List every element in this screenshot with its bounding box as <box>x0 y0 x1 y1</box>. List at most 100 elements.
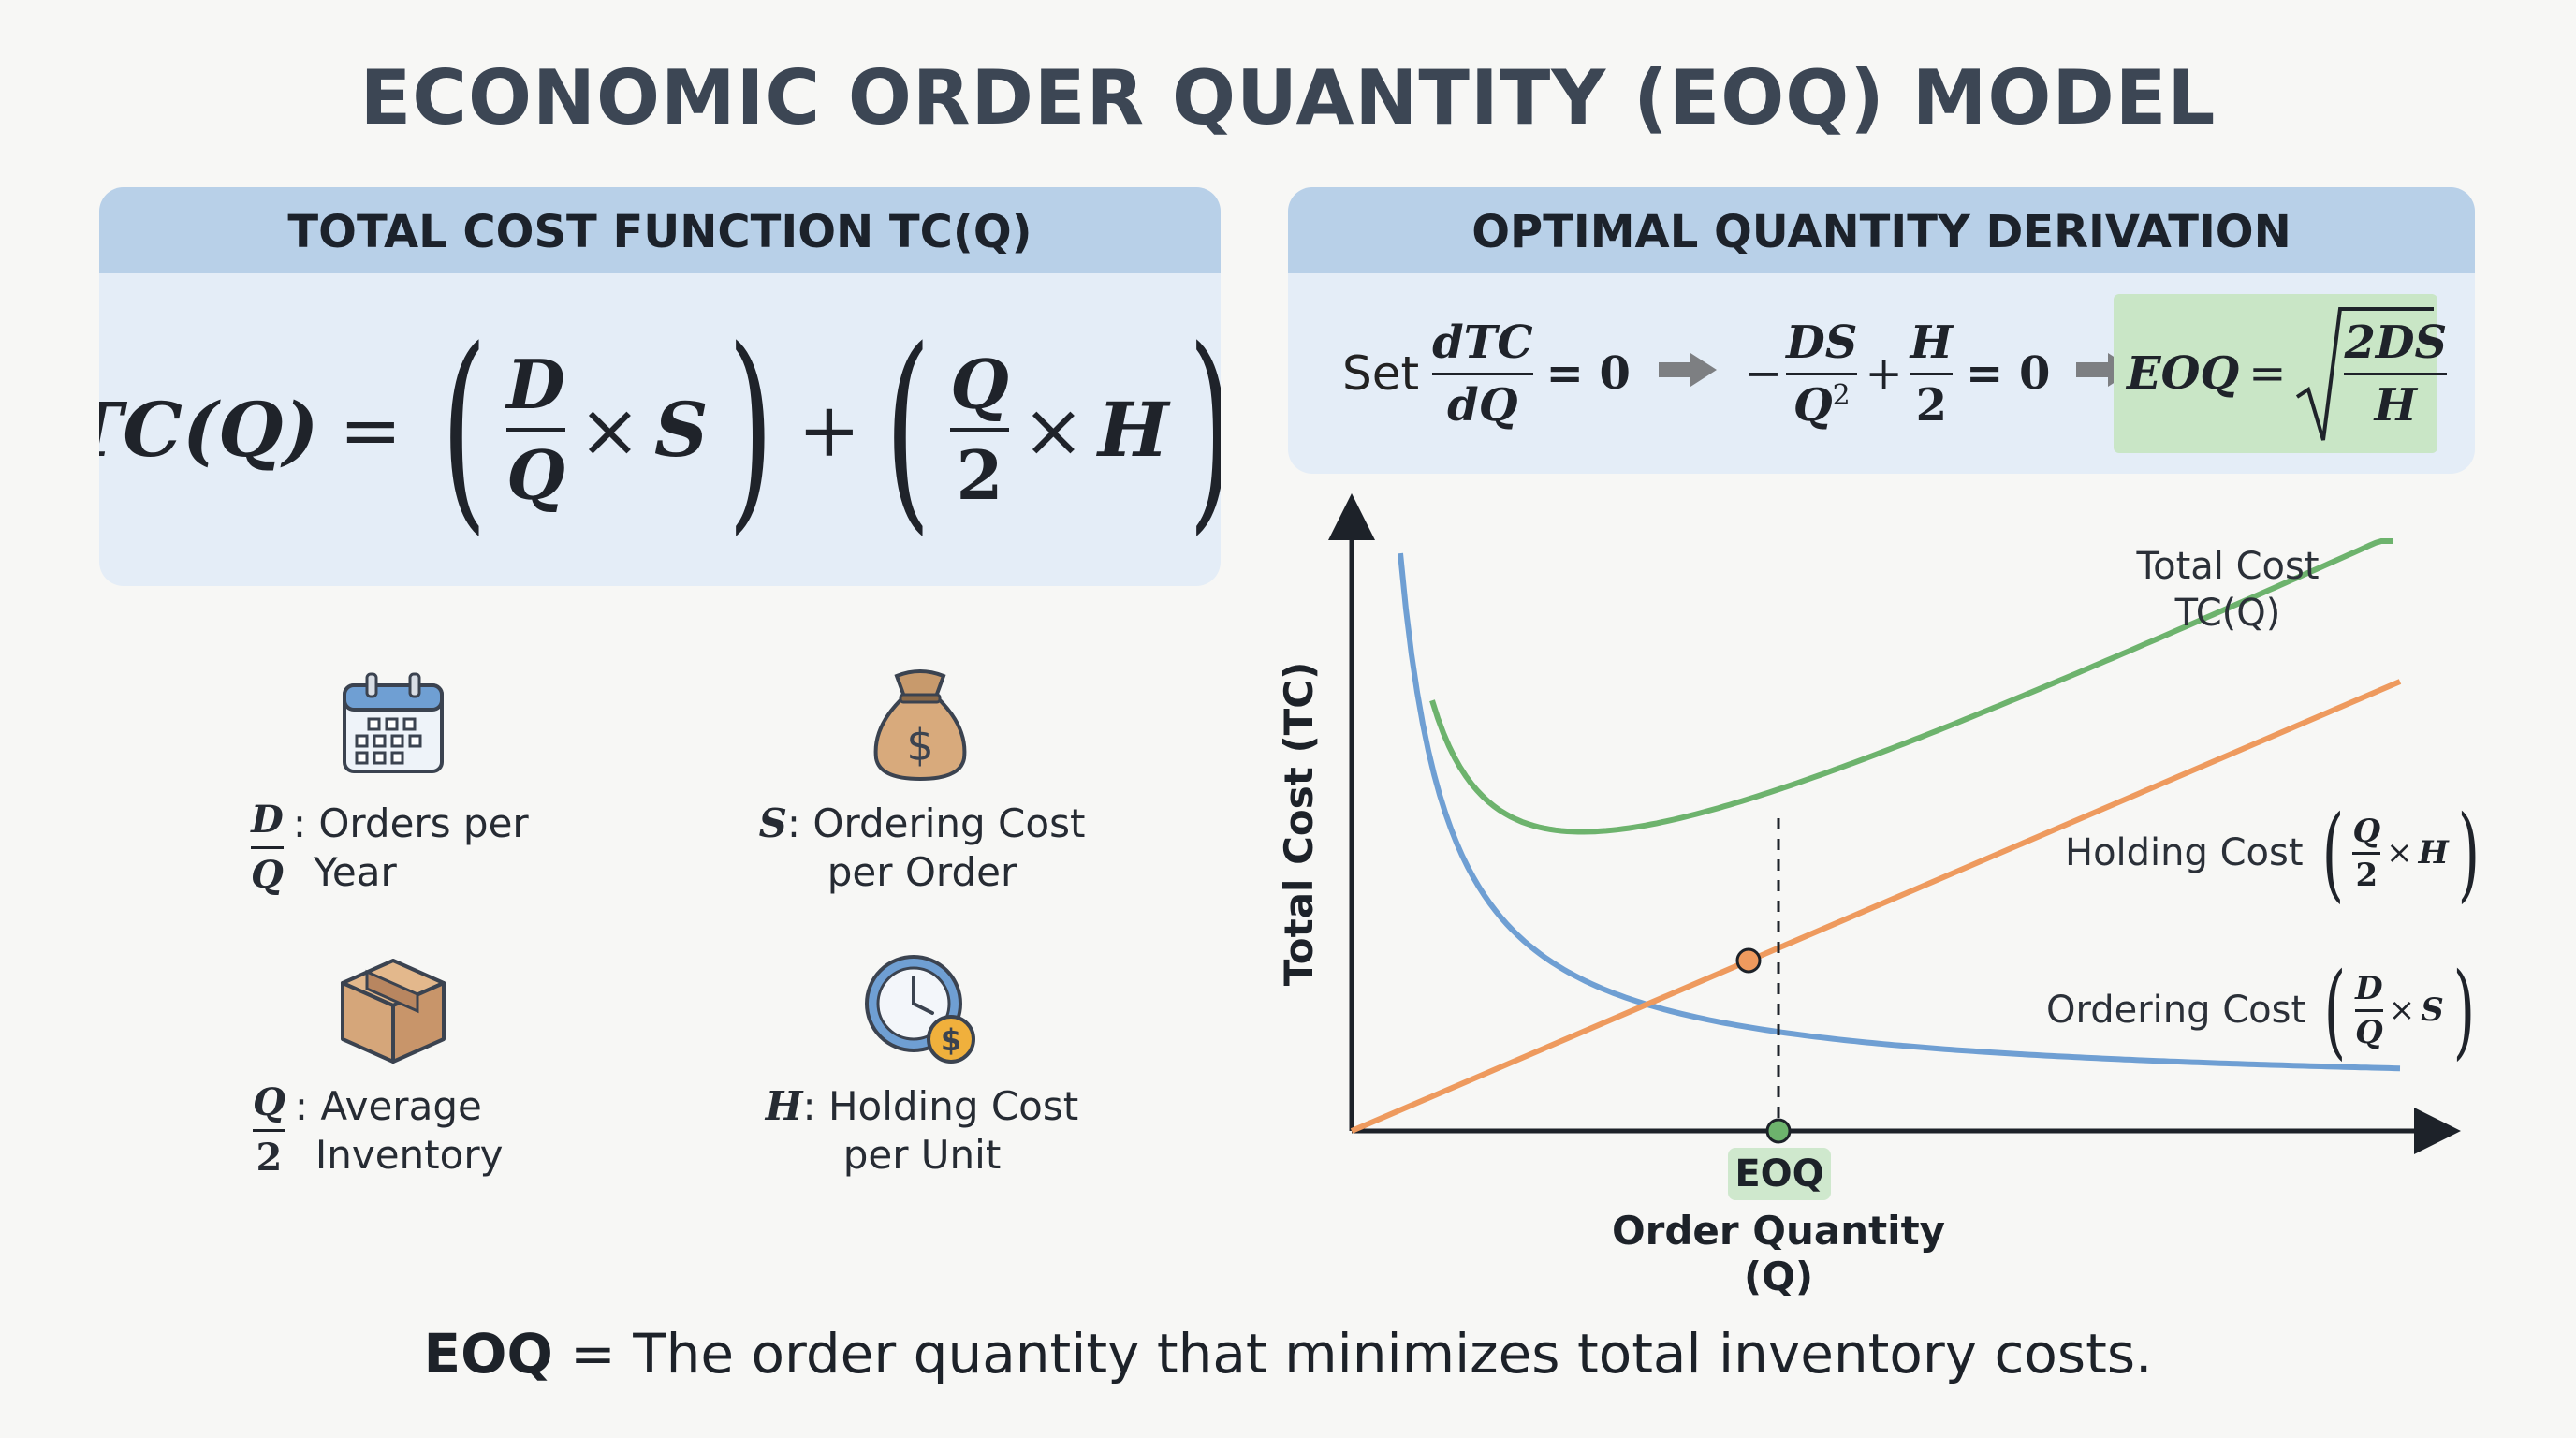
intersection-marker <box>1735 947 1762 974</box>
frac-num-d: D <box>506 345 565 424</box>
symbol-h: H <box>1097 386 1169 474</box>
frac-den-2: 2 <box>956 435 1003 515</box>
eoq-badge: EOQ <box>1728 1148 1831 1200</box>
box-icon <box>335 951 451 1071</box>
open-paren: ( <box>2321 793 2344 913</box>
fraction-bar <box>2352 851 2381 855</box>
legend-text: : Average Inventory <box>295 1082 504 1180</box>
x-axis-label: Order Quantity (Q) <box>1611 1208 1946 1299</box>
frac-den-dq: dQ <box>1447 378 1518 432</box>
exponent-2: 2 <box>1832 378 1851 412</box>
legend-average-inventory: Q 2 : Average Inventory <box>253 1078 503 1182</box>
frac-den-2: 2 <box>2355 856 2378 894</box>
fraction-bar <box>2355 1008 2383 1012</box>
minus-sign: − <box>1744 347 1783 400</box>
total-cost-curve <box>1429 538 2393 835</box>
times-sign: × <box>2388 991 2416 1029</box>
fraction-d-over-q: D Q <box>506 345 565 515</box>
ordering-cost-label: Ordering Cost ( D Q × S ) <box>2046 959 2484 1062</box>
page-title: ECONOMIC ORDER QUANTITY (EOQ) MODEL <box>359 54 2217 141</box>
frac-num-d: D <box>2355 969 2383 1007</box>
symbol-h: H <box>2418 834 2449 872</box>
svg-text:$: $ <box>906 720 933 770</box>
total-cost-heading: TOTAL COST FUNCTION TC(Q) <box>99 187 1221 273</box>
plus-sign: + <box>1865 347 1903 400</box>
symbol-s: S <box>653 386 709 474</box>
legend-text-line2: per Unit <box>842 1132 1002 1178</box>
fraction-bar <box>506 428 565 432</box>
plus-sign: + <box>798 386 861 474</box>
derivation-heading: OPTIMAL QUANTITY DERIVATION <box>1288 187 2475 273</box>
frac-num-q: Q <box>950 345 1009 424</box>
close-paren-2: ) <box>1188 322 1221 537</box>
eoq-equals: = <box>2248 347 2287 400</box>
set-word: Set <box>1342 346 1420 401</box>
frac-den-q: Q <box>251 853 284 897</box>
frac-den-q: Q <box>2355 1013 2383 1051</box>
derivation-formula: Set dTC dQ = 0 − DS Q2 + H 2 = 0 EOQ = <box>1288 273 2475 474</box>
fraction-bar <box>1786 372 1858 375</box>
fraction-bar <box>2344 373 2448 375</box>
fraction-dtc-dq: dTC dQ <box>1432 315 1533 432</box>
open-paren: ( <box>2323 950 2347 1070</box>
holding-cost-curve <box>1350 679 2402 1134</box>
footer-eoq: EOQ <box>423 1322 553 1386</box>
frac-num-ds: DS <box>1786 315 1858 369</box>
close-paren: ) <box>2452 950 2476 1070</box>
open-paren-2: ( <box>885 304 931 554</box>
close-paren: ) <box>2457 793 2480 913</box>
ordering-cost-curve <box>1398 552 2401 1072</box>
equals-zero-1: = 0 <box>1545 347 1631 400</box>
svg-text:$: $ <box>941 1022 961 1058</box>
legend-text: : Orders per Year <box>293 800 529 897</box>
total-cost-panel: TOTAL COST FUNCTION TC(Q) TC(Q) = ( D Q … <box>99 187 1221 586</box>
footer-definition: EOQ = The order quantity that minimizes … <box>0 1322 2576 1386</box>
legend-text-line2: Year <box>313 849 397 895</box>
total-cost-label-line1: Total Cost <box>2136 545 2320 588</box>
fraction-bar <box>251 846 284 849</box>
frac-den-q2: Q2 <box>1793 379 1851 432</box>
eoq-result-box: EOQ = 2DS H <box>2114 294 2448 453</box>
frac-num-dtc: dTC <box>1432 315 1533 369</box>
equals-zero-2: = 0 <box>1966 347 2051 400</box>
frac-den-2: 2 <box>256 1136 283 1180</box>
times-sign-2: × <box>1021 386 1085 474</box>
open-paren-1: ( <box>441 304 488 554</box>
legend-text-line2: Inventory <box>315 1132 504 1178</box>
fraction-bar <box>950 428 1009 432</box>
fraction-q-over-2: Q 2 <box>253 1078 285 1182</box>
derivation-panel: OPTIMAL QUANTITY DERIVATION Set dTC dQ =… <box>1288 187 2475 474</box>
fraction-d-over-q: D Q <box>2355 970 2383 1051</box>
legend-text-line1: : Ordering Cost <box>786 800 1086 846</box>
total-cost-formula: TC(Q) = ( D Q × S ) + ( Q 2 × H ) <box>99 273 1221 586</box>
fraction-ds-q2: DS Q2 <box>1786 315 1858 432</box>
total-cost-label-line2: TC(Q) <box>2174 592 2281 635</box>
legend-holding-cost: H: Holding Cost per Unit <box>730 1082 1114 1180</box>
eoq-lhs: EOQ <box>2127 347 2240 400</box>
fraction-d-over-q: D Q <box>251 796 284 900</box>
legend-orders-per-year: D Q : Orders per Year <box>251 796 529 900</box>
fraction-q-over-2: Q 2 <box>950 345 1009 515</box>
fraction-h-2: H 2 <box>1910 315 1954 432</box>
times-sign-1: × <box>578 386 641 474</box>
clock-coin-icon: $ <box>861 951 979 1069</box>
eoq-axis-marker <box>1765 1118 1792 1144</box>
total-cost-label: Total Cost TC(Q) <box>2106 543 2349 637</box>
frac-den-h: H <box>2374 379 2417 432</box>
q-symbol: Q <box>1793 378 1833 432</box>
fraction-q-over-2: Q 2 <box>2352 812 2381 894</box>
holding-cost-label: Holding Cost ( Q 2 × H ) <box>2065 801 2489 904</box>
fraction-bar <box>253 1129 285 1132</box>
arrow-right-icon <box>1658 347 1717 400</box>
legend-text-line1: : Average <box>294 1083 482 1129</box>
legend-text-line1: : Orders per <box>292 800 529 846</box>
close-paren-1: ) <box>726 304 774 554</box>
frac-num-d: D <box>251 798 284 842</box>
frac-num-q: Q <box>2352 812 2381 850</box>
legend-text-line2: per Order <box>827 849 1017 895</box>
footer-text: = The order quantity that minimizes tota… <box>552 1322 2153 1386</box>
frac-num-h: H <box>1910 315 1954 369</box>
formula-equals: = <box>339 386 402 474</box>
frac-den-q: Q <box>506 435 565 515</box>
